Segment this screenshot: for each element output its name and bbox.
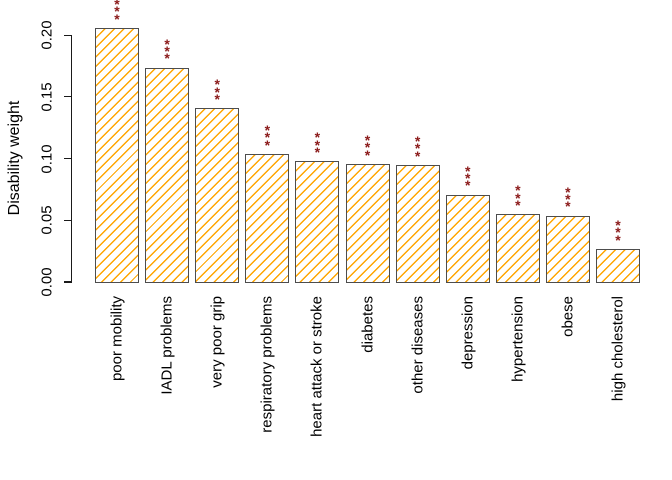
- x-tick-label-wrap: high cholesterol: [610, 296, 627, 401]
- x-tick-label: poor mobility: [108, 296, 126, 382]
- x-tick-label-wrap: IADL problems: [159, 296, 176, 395]
- bar: [596, 248, 640, 284]
- significance-star: *: [264, 121, 271, 138]
- significance-star: *: [414, 147, 421, 164]
- bar: [545, 215, 590, 284]
- significance-star: *: [414, 133, 421, 149]
- significance-star: *: [264, 129, 271, 146]
- significance-stars: * * *: [565, 183, 571, 215]
- x-tick-label-wrap: poor mobility: [109, 296, 126, 381]
- x-tick-label: heart attack or stroke: [308, 296, 326, 437]
- x-tick-label: other diseases: [409, 296, 427, 394]
- y-tick-mark: [64, 158, 71, 160]
- significance-star: *: [565, 191, 571, 207]
- bar: [395, 165, 440, 284]
- y-tick-label-wrap: 0.10: [39, 144, 56, 173]
- x-tick-label: diabetes: [359, 296, 376, 353]
- significance-star: *: [364, 139, 371, 156]
- x-tick-label-wrap: other diseases: [409, 296, 426, 394]
- significance-star: *: [464, 170, 471, 187]
- significance-star: *: [214, 91, 220, 108]
- significance-star: *: [414, 140, 421, 157]
- y-tick-mark: [64, 281, 71, 283]
- bar: [245, 153, 290, 284]
- x-tick-label: respiratory problems: [258, 296, 276, 433]
- y-tick-label-wrap: 0.20: [39, 21, 56, 50]
- x-tick-label: IADL problems: [158, 296, 176, 395]
- significance-star: *: [214, 76, 220, 93]
- bar: [145, 67, 190, 284]
- bar: [445, 194, 490, 284]
- x-tick-label-wrap: heart attack or stroke: [309, 296, 326, 437]
- y-tick-label: 0.00: [38, 267, 56, 297]
- significance-star: *: [364, 131, 371, 148]
- bar: [195, 108, 240, 284]
- bar: [495, 214, 540, 284]
- y-axis-line: [71, 35, 73, 283]
- x-tick-label-wrap: hypertension: [509, 296, 526, 382]
- x-tick-label-wrap: very poor grip: [209, 296, 226, 388]
- x-tick-label-wrap: respiratory problems: [259, 296, 276, 433]
- significance-stars: * * *: [214, 76, 220, 108]
- significance-stars: * * *: [414, 133, 421, 164]
- significance-stars: * * *: [515, 182, 521, 214]
- x-tick-label: high cholesterol: [609, 296, 627, 402]
- y-tick-mark: [64, 34, 71, 36]
- y-axis-title-wrap: Disability weight: [6, 101, 24, 216]
- x-tick-label-wrap: depression: [459, 296, 476, 369]
- significance-star: *: [114, 3, 120, 20]
- significance-star: *: [615, 231, 621, 248]
- x-tick-label: hypertension: [509, 296, 527, 382]
- significance-stars: * * *: [264, 121, 271, 153]
- significance-star: *: [464, 177, 471, 194]
- x-tick-label: very poor grip: [208, 296, 226, 388]
- significance-stars: * * *: [364, 131, 371, 163]
- y-tick-mark: [64, 219, 71, 221]
- y-axis-title: Disability weight: [6, 100, 23, 216]
- significance-star: *: [314, 144, 321, 161]
- x-tick-label-wrap: obese: [559, 296, 576, 337]
- bar: [95, 28, 139, 284]
- significance-star: *: [114, 10, 120, 27]
- bar: [345, 163, 390, 284]
- x-tick-label: depression: [459, 296, 477, 370]
- significance-star: *: [515, 189, 521, 206]
- significance-star: *: [164, 42, 170, 59]
- significance-star: *: [114, 0, 120, 13]
- significance-star: *: [164, 50, 170, 67]
- y-tick-label-wrap: 0.00: [39, 267, 56, 296]
- significance-star: *: [515, 197, 521, 214]
- y-tick-label: 0.20: [38, 20, 56, 50]
- y-tick-label-wrap: 0.05: [39, 206, 56, 235]
- significance-star: *: [314, 129, 321, 146]
- x-tick-label-wrap: diabetes: [359, 296, 376, 353]
- significance-stars: * * *: [464, 162, 471, 194]
- significance-star: *: [515, 182, 521, 199]
- significance-stars: * * *: [114, 0, 120, 27]
- y-tick-label: 0.10: [38, 143, 56, 174]
- significance-star: *: [565, 183, 571, 200]
- significance-stars: * * *: [164, 35, 170, 67]
- significance-star: *: [464, 162, 471, 179]
- bar: [295, 161, 340, 284]
- y-tick-label: 0.15: [38, 82, 56, 112]
- y-tick-label: 0.05: [38, 205, 56, 235]
- significance-star: *: [364, 146, 371, 163]
- significance-star: *: [615, 216, 621, 233]
- significance-stars: * * *: [615, 216, 621, 248]
- significance-star: *: [264, 136, 271, 153]
- significance-stars: * * *: [314, 129, 321, 161]
- y-tick-mark: [64, 96, 71, 98]
- significance-star: *: [214, 83, 220, 100]
- y-tick-label-wrap: 0.15: [39, 82, 56, 111]
- significance-star: *: [164, 35, 170, 52]
- x-tick-label: obese: [559, 296, 577, 337]
- significance-star: *: [314, 136, 321, 153]
- significance-star: *: [615, 224, 621, 241]
- significance-star: *: [565, 198, 571, 215]
